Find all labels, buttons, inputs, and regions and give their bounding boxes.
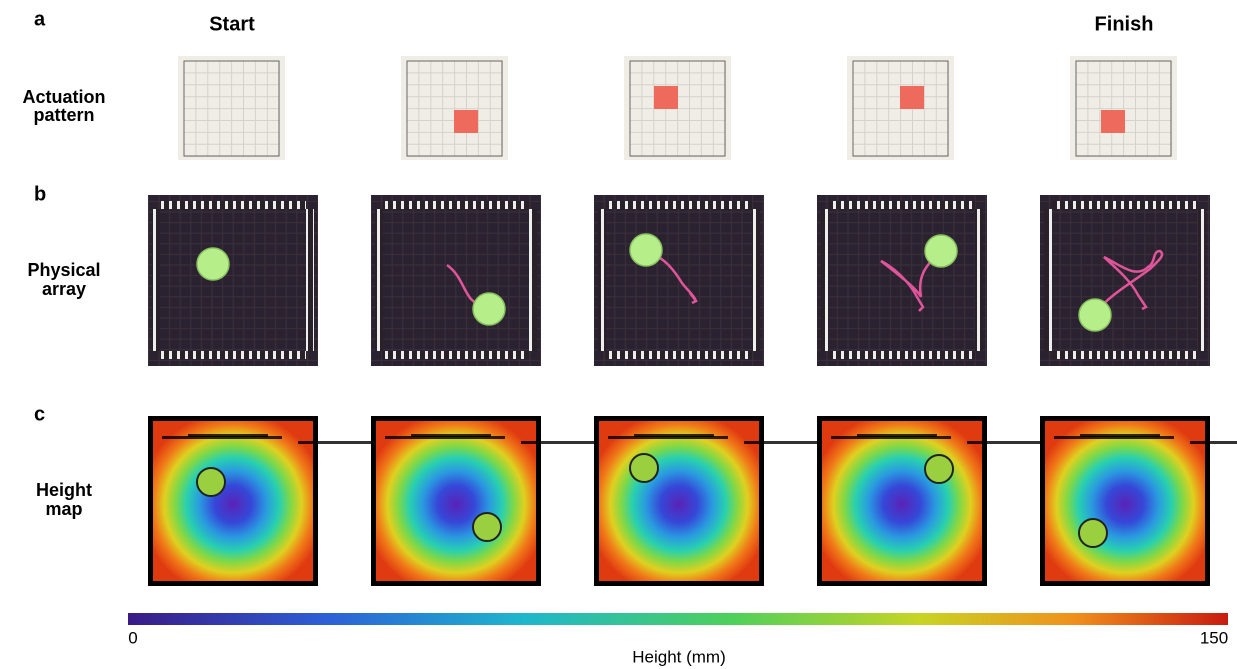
array-edge xyxy=(1044,209,1052,351)
column-label: Finish xyxy=(1095,13,1154,35)
height-map-ball xyxy=(925,455,953,483)
panel-letter: c xyxy=(34,403,45,425)
array-edge xyxy=(606,351,752,359)
array-edge xyxy=(152,209,160,351)
array-edge xyxy=(383,351,529,359)
colorbar-label: Height (mm) xyxy=(632,647,726,666)
array-edge xyxy=(306,209,314,351)
row-label: pattern xyxy=(33,105,94,125)
colorbar-min: 0 xyxy=(128,628,137,647)
actuated-cell xyxy=(454,110,478,133)
height-map-field xyxy=(822,421,982,581)
colorbar xyxy=(128,613,1228,625)
height-map-ball xyxy=(473,513,501,541)
panel-letter: b xyxy=(34,183,46,205)
panel-letter: a xyxy=(34,8,46,30)
physical-array xyxy=(817,195,987,366)
physical-array xyxy=(1040,195,1210,366)
array-edge xyxy=(752,209,760,351)
colorbar-max: 150 xyxy=(1200,628,1228,647)
row-label: array xyxy=(42,279,86,299)
array-edge xyxy=(821,209,829,351)
array-edge xyxy=(606,201,752,209)
page: {"panels": [ {"letter": "a", "row_label"… xyxy=(0,0,1237,669)
row-label: map xyxy=(45,499,82,519)
figure: a b c Actuation pattern Physical array H… xyxy=(0,0,1237,669)
actuated-cell xyxy=(654,86,678,109)
array-edge xyxy=(160,351,306,359)
array-edge xyxy=(829,201,975,209)
height-map-artifact xyxy=(188,434,268,437)
array-edge xyxy=(829,351,975,359)
column-label: Start xyxy=(209,13,255,35)
height-map-artifact xyxy=(1190,441,1237,444)
ball xyxy=(1079,299,1111,331)
height-map-ball xyxy=(197,468,225,496)
ball xyxy=(197,248,229,280)
row-label: Height xyxy=(36,480,92,500)
array-edge xyxy=(375,209,383,351)
height-map-field xyxy=(1045,421,1205,581)
height-map-artifact xyxy=(857,434,937,437)
body: a b c Actuation pattern Physical array H… xyxy=(0,0,1237,669)
row-label: Physical xyxy=(27,260,100,280)
actuated-cell xyxy=(1101,110,1125,133)
array-edge xyxy=(529,209,537,351)
ball xyxy=(473,293,505,325)
array-edge xyxy=(160,201,306,209)
height-map-ball xyxy=(630,454,658,482)
row-label: Actuation xyxy=(23,87,106,107)
actuated-cell xyxy=(900,86,924,109)
height-map-artifact xyxy=(634,434,714,437)
physical-array xyxy=(371,195,541,366)
ball xyxy=(925,235,957,267)
array-edge xyxy=(975,209,983,351)
ball xyxy=(630,234,662,266)
physical-array xyxy=(148,195,318,366)
array-edge xyxy=(383,201,529,209)
array-edge xyxy=(1052,351,1198,359)
array-edge xyxy=(598,209,606,351)
array-edge xyxy=(1198,209,1206,351)
height-map-ball xyxy=(1079,519,1107,547)
array-edge xyxy=(1052,201,1198,209)
height-map-field xyxy=(153,421,313,581)
height-map-field xyxy=(376,421,536,581)
height-map-artifact xyxy=(411,434,491,437)
height-map-field xyxy=(599,421,759,581)
height-map-artifact xyxy=(1080,434,1160,437)
